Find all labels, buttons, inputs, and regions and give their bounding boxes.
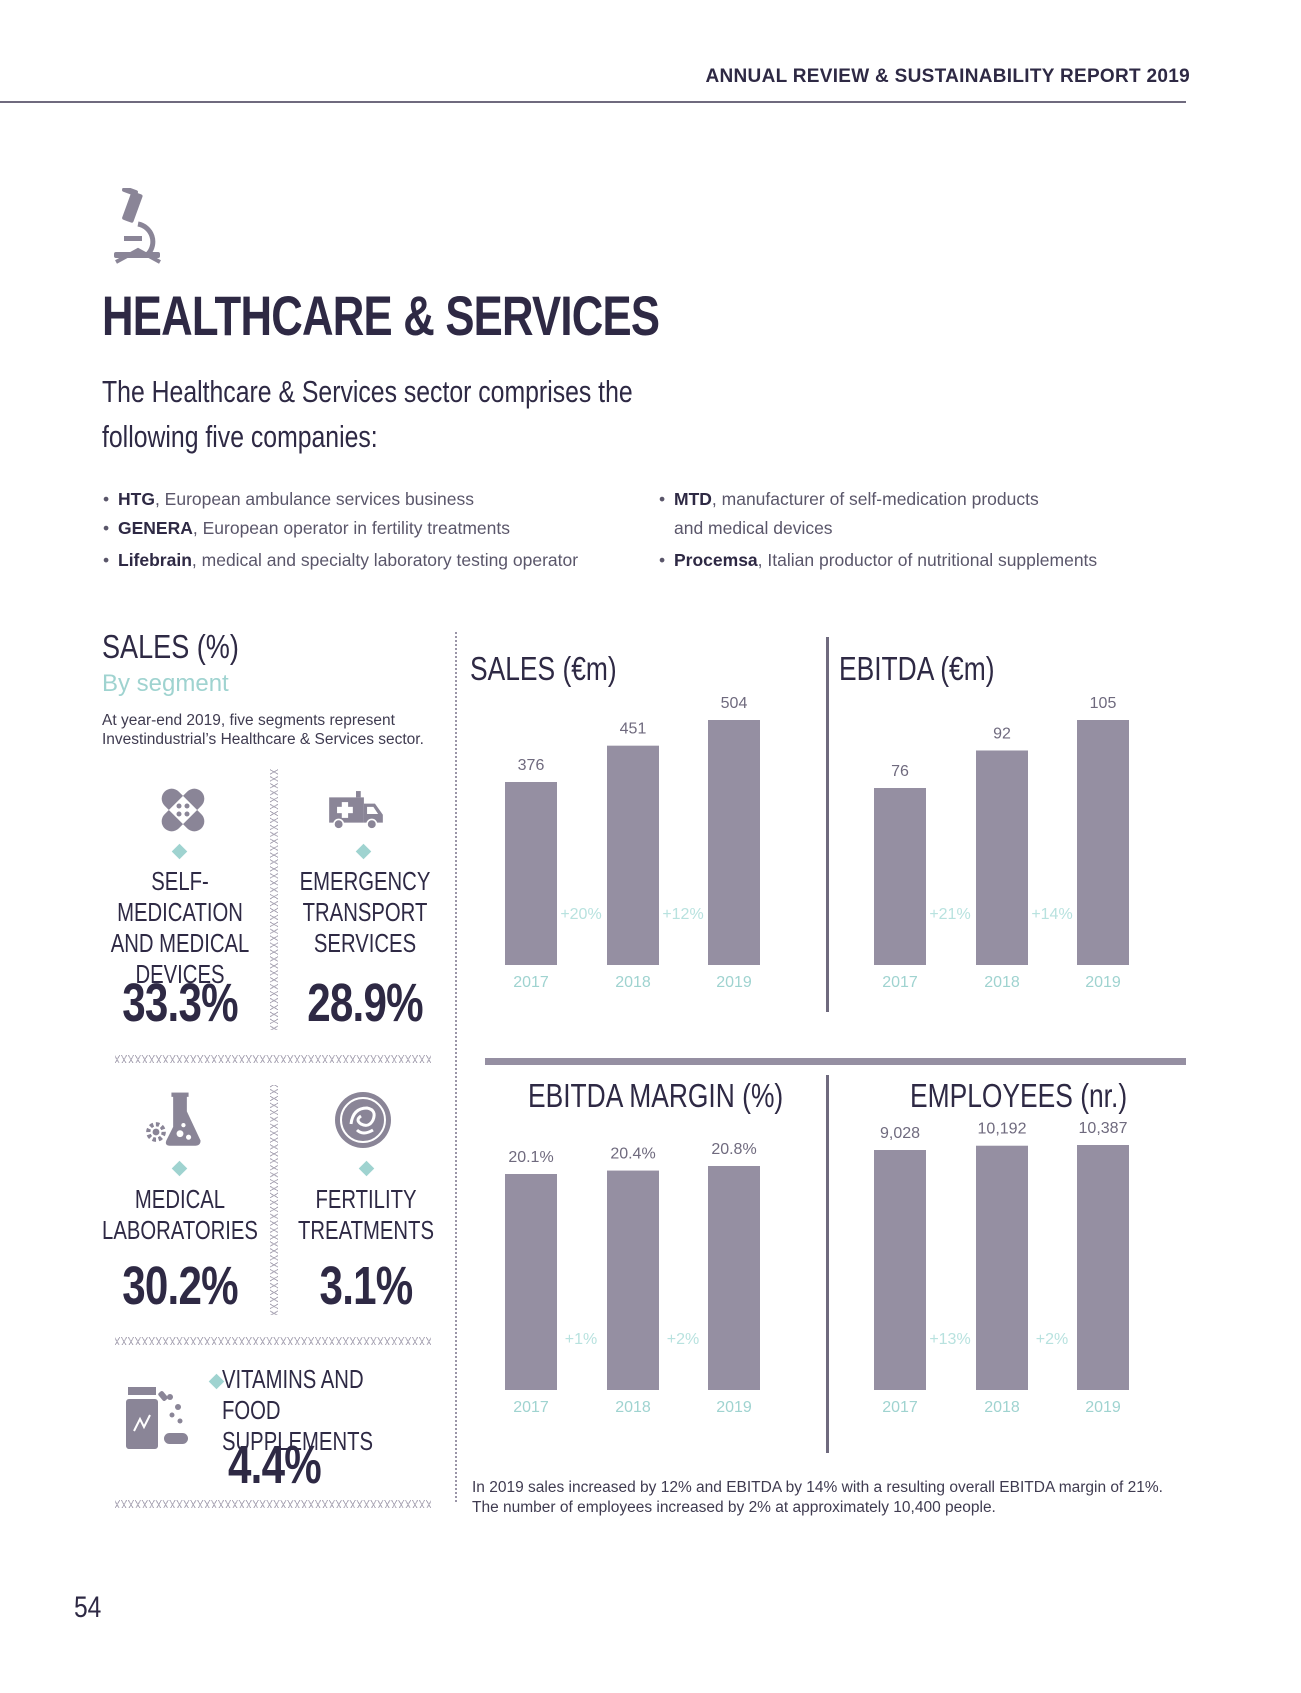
- page-number: 54: [74, 1591, 102, 1624]
- panel-divider: [455, 632, 457, 1502]
- sales-segment-note: At year-end 2019, five segments represen…: [102, 712, 424, 748]
- segment-value-fertility-treatments: 3.1%: [319, 1256, 414, 1316]
- company-list-left: HTG, European ambulance services busines…: [102, 485, 662, 575]
- growth-label: +2%: [667, 1331, 699, 1348]
- ebitda-margin-bar-chart: 20.1% 2017 20.4% 2018 20.8% 2019 +1% +2%: [505, 1141, 760, 1416]
- bar-2019: [1077, 720, 1129, 965]
- growth-label: +13%: [929, 1331, 970, 1348]
- growth-label: +20%: [560, 906, 601, 923]
- bar-2018: [976, 1145, 1028, 1390]
- chart-title-ebitda: EBITDA (€m): [839, 650, 995, 687]
- intro-text: The Healthcare & Services sector compris…: [102, 374, 633, 454]
- sales-bar-chart: 376 2017 451 2018 504 2019 +20% +12%: [505, 695, 760, 991]
- ebitda-bar-chart: 76 2017 92 2018 105 2019 +21% +14%: [874, 695, 1129, 991]
- year-label: 2018: [615, 1399, 651, 1416]
- year-label: 2018: [615, 974, 651, 991]
- chart-title-ebitda-margin: EBITDA MARGIN (%): [528, 1077, 784, 1114]
- report-title: ANNUAL REVIEW & SUSTAINABILITY REPORT 20…: [705, 66, 1190, 87]
- segment-divider: [115, 1500, 431, 1508]
- year-label: 2019: [1085, 974, 1121, 991]
- segment-label-fertility-treatments: FERTILITY TREATMENTS: [298, 1184, 434, 1245]
- bar-2019: [1077, 1145, 1129, 1390]
- page-title: HEALTHCARE & SERVICES: [102, 284, 660, 347]
- bar-2018: [607, 1170, 659, 1390]
- list-item-continuation: and medical devices: [674, 518, 833, 538]
- year-label: 2019: [1085, 1399, 1121, 1416]
- year-label: 2017: [513, 974, 549, 991]
- lab-flask-icon: [146, 1092, 201, 1146]
- value-label: 20.4%: [610, 1146, 655, 1163]
- segment-divider: [115, 1055, 431, 1063]
- bandage-icon: [161, 788, 205, 832]
- segment-label-self-medication: SELF-MEDICATION AND MEDICAL DEVICES: [110, 866, 250, 989]
- year-label: 2017: [882, 1399, 918, 1416]
- segment-diamond: [171, 843, 188, 860]
- chart-title-sales: SALES (€m): [470, 650, 617, 687]
- segment-divider: [115, 1337, 431, 1345]
- year-label: 2018: [984, 1399, 1020, 1416]
- bar-2017: [505, 1174, 557, 1390]
- bar-2017: [505, 782, 557, 965]
- bar-2017: [874, 1150, 926, 1390]
- segment-label-vitamins: VITAMINS AND FOOD SUPPLEMENTS: [222, 1364, 374, 1456]
- year-label: 2017: [513, 1399, 549, 1416]
- year-label: 2019: [716, 974, 752, 991]
- bar-2017: [874, 788, 926, 965]
- chart-divider: [485, 1058, 1186, 1065]
- summary-text: In 2019 sales increased by 12% and EBITD…: [472, 1479, 1163, 1516]
- chart-divider: [826, 1075, 829, 1453]
- value-label: 76: [891, 763, 909, 780]
- header-rule: [0, 101, 1186, 103]
- value-label: 92: [993, 725, 1011, 742]
- value-label: 451: [620, 721, 647, 738]
- list-item: MTD, manufacturer of self-medication pro…: [658, 485, 1218, 514]
- sales-segment-title: SALES (%): [102, 628, 239, 665]
- growth-label: +12%: [662, 906, 703, 923]
- bar-2018: [607, 745, 659, 965]
- value-label: 9,028: [880, 1125, 920, 1142]
- segment-label-emergency-transport: EMERGENCY TRANSPORT SERVICES: [299, 866, 431, 958]
- value-label: 376: [518, 757, 545, 774]
- embryo-icon: [335, 1092, 391, 1148]
- year-label: 2017: [882, 974, 918, 991]
- segment-value-medical-laboratories: 30.2%: [122, 1256, 238, 1316]
- segment-divider: [270, 1085, 278, 1315]
- value-label: 105: [1090, 695, 1117, 712]
- year-label: 2019: [716, 1399, 752, 1416]
- list-item: GENERA, European operator in fertility t…: [102, 514, 662, 543]
- value-label: 20.8%: [711, 1141, 756, 1158]
- sales-segment-subtitle: By segment: [102, 670, 229, 697]
- value-label: 10,387: [1079, 1120, 1128, 1137]
- value-label: 20.1%: [508, 1149, 553, 1166]
- growth-label: +14%: [1031, 906, 1072, 923]
- segment-label-medical-laboratories: MEDICAL LABORATORIES: [102, 1184, 258, 1245]
- company-list-right: MTD, manufacturer of self-medication pro…: [658, 485, 1218, 575]
- segment-diamond: [171, 1160, 188, 1177]
- list-item: HTG, European ambulance services busines…: [102, 485, 662, 514]
- list-item: Lifebrain, medical and specialty laborat…: [102, 546, 662, 575]
- bar-2019: [708, 720, 760, 965]
- bar-2019: [708, 1166, 760, 1390]
- segment-diamond: [355, 843, 372, 860]
- year-label: 2018: [984, 974, 1020, 991]
- pills-bottle-icon: [126, 1387, 188, 1449]
- segment-diamond: [358, 1160, 375, 1177]
- ambulance-icon: [329, 791, 383, 830]
- microscope-icon: [114, 188, 161, 264]
- chart-title-employees: EMPLOYEES (nr.): [910, 1077, 1128, 1114]
- growth-label: +1%: [565, 1331, 597, 1348]
- bar-2018: [976, 750, 1028, 965]
- growth-label: +21%: [929, 906, 970, 923]
- chart-divider: [826, 637, 829, 1012]
- segment-value-emergency-transport: 28.9%: [307, 973, 423, 1033]
- segment-value-vitamins: 4.4%: [228, 1435, 322, 1495]
- employees-bar-chart: 9,028 2017 10,192 2018 10,387 2019 +13% +2%: [874, 1120, 1129, 1416]
- value-label: 504: [721, 695, 748, 712]
- growth-label: +2%: [1036, 1331, 1068, 1348]
- value-label: 10,192: [978, 1121, 1027, 1138]
- segment-value-self-medication: 33.3%: [122, 973, 238, 1033]
- list-item: Procemsa, Italian productor of nutrition…: [658, 546, 1218, 575]
- segment-divider: [270, 768, 278, 1030]
